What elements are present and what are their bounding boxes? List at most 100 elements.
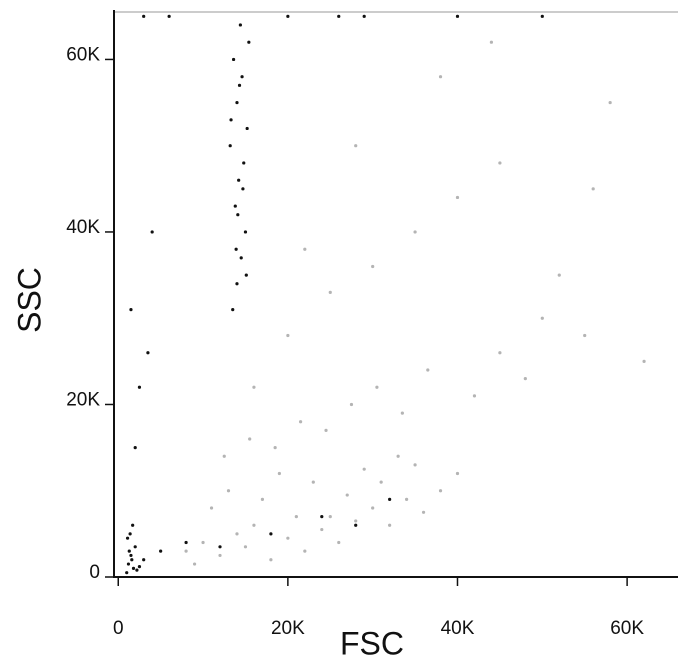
point — [455, 14, 460, 18]
point — [413, 463, 417, 467]
point — [371, 506, 375, 510]
point — [131, 566, 136, 570]
point — [235, 532, 239, 536]
point — [184, 540, 188, 545]
point — [286, 14, 290, 18]
point — [135, 568, 139, 572]
point — [388, 497, 392, 501]
point — [222, 454, 226, 458]
point — [137, 565, 142, 569]
point — [236, 213, 240, 217]
point — [557, 273, 561, 277]
point — [286, 536, 290, 540]
x-tick-label: 20K — [271, 618, 305, 639]
point — [455, 195, 460, 200]
point — [354, 523, 358, 527]
point — [129, 307, 133, 312]
point — [229, 118, 233, 122]
point — [252, 385, 256, 389]
point — [311, 480, 315, 484]
point — [245, 126, 249, 131]
point — [371, 264, 375, 269]
point — [320, 527, 324, 532]
point — [209, 506, 214, 510]
point — [455, 471, 460, 476]
point — [400, 411, 404, 415]
x-axis-title: FSC — [340, 625, 404, 661]
point — [388, 523, 392, 527]
point — [142, 558, 146, 562]
point — [125, 536, 130, 540]
point — [242, 161, 246, 165]
point — [167, 14, 171, 18]
point — [128, 532, 132, 536]
point — [233, 204, 237, 208]
y-tick-label: 20K — [66, 389, 100, 410]
point — [146, 351, 150, 355]
point — [375, 385, 379, 389]
point — [241, 187, 245, 191]
point — [226, 489, 231, 493]
point — [247, 40, 251, 44]
point — [608, 100, 612, 105]
point — [320, 515, 324, 519]
point — [337, 540, 341, 545]
point — [540, 316, 544, 320]
point — [328, 290, 332, 294]
point — [489, 40, 494, 44]
point — [228, 144, 232, 148]
point — [498, 351, 502, 355]
point — [133, 545, 137, 549]
point — [137, 385, 142, 389]
point — [438, 75, 443, 79]
point — [303, 247, 307, 251]
point — [286, 333, 290, 338]
point — [130, 558, 134, 562]
point — [237, 83, 242, 87]
point — [260, 497, 265, 501]
point — [294, 515, 298, 519]
point — [421, 510, 426, 514]
x-tick-label: 0 — [113, 618, 124, 639]
point — [184, 549, 188, 553]
x-tick-label: 40K — [441, 618, 475, 639]
point — [303, 549, 307, 553]
point — [324, 428, 328, 432]
point — [328, 515, 332, 519]
point — [218, 545, 222, 549]
point — [243, 545, 248, 549]
point — [239, 256, 243, 260]
point — [235, 282, 239, 286]
point — [362, 14, 366, 18]
point — [337, 14, 341, 18]
point — [269, 558, 273, 562]
point — [354, 519, 358, 523]
point — [379, 480, 383, 484]
point — [523, 377, 527, 381]
point — [159, 549, 163, 553]
point — [405, 497, 409, 501]
point — [298, 420, 303, 424]
point — [126, 562, 131, 566]
y-axis-title: SSC — [11, 267, 47, 333]
point — [192, 562, 197, 566]
point — [235, 100, 239, 105]
point — [129, 553, 133, 558]
point — [125, 571, 129, 575]
point — [413, 230, 417, 234]
point — [345, 493, 349, 497]
point — [240, 75, 244, 79]
point — [540, 14, 544, 18]
point — [642, 359, 646, 363]
point — [201, 540, 205, 545]
point — [237, 178, 241, 182]
point — [142, 14, 146, 18]
point — [362, 467, 366, 471]
point — [127, 549, 131, 553]
y-tick-label: 0 — [89, 562, 100, 583]
point — [472, 394, 477, 398]
point — [150, 230, 154, 234]
point — [354, 144, 358, 148]
x-tick-label: 60K — [610, 618, 644, 639]
